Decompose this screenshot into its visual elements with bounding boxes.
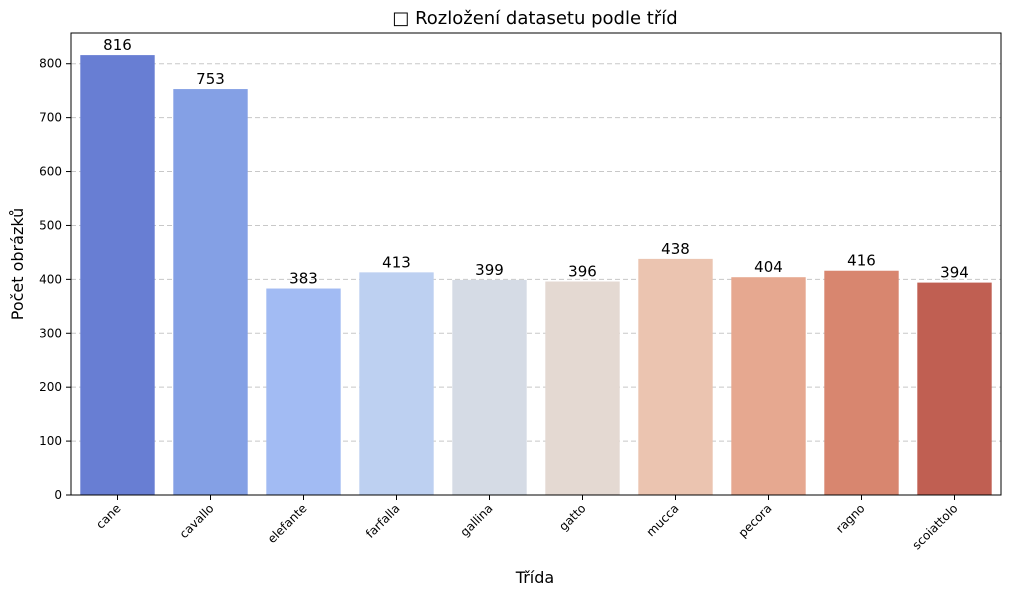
bar-pecora (731, 277, 806, 495)
data-label-cane: 816 (103, 36, 132, 54)
bar-ragno (824, 270, 899, 495)
y-tick-label-500: 500 (39, 218, 62, 232)
x-tick-label-scoiattolo: scoiattolo (909, 501, 960, 552)
data-label-elefante: 383 (289, 270, 318, 288)
bar-cavallo (173, 89, 248, 496)
x-tick-label-cane: cane (93, 501, 123, 531)
data-label-scoiattolo: 394 (940, 264, 969, 282)
data-label-gatto: 396 (568, 263, 597, 281)
x-tick-label-cavallo: cavallo (177, 501, 217, 541)
data-label-cavallo: 753 (196, 70, 225, 88)
plot-frame (70, 32, 1002, 496)
y-tick-label-200: 200 (39, 380, 62, 394)
x-axis-label: Třída (515, 568, 554, 587)
y-tick-label-700: 700 (39, 111, 62, 125)
y-tick-label-800: 800 (39, 57, 62, 71)
y-tick-label-0: 0 (54, 488, 62, 502)
bar-farfalla (359, 272, 434, 495)
bar-mucca (638, 258, 713, 495)
x-tick-label-farfalla: farfalla (363, 501, 403, 541)
y-tick-label-300: 300 (39, 326, 62, 340)
x-tick-label-gatto: gatto (556, 501, 588, 533)
bars-group (80, 55, 992, 496)
y-tick-label-100: 100 (39, 434, 62, 448)
data-label-mucca: 438 (661, 240, 690, 258)
x-tick-label-gallina: gallina (457, 501, 495, 539)
y-tick-label-400: 400 (39, 272, 62, 286)
bar-gallina (452, 279, 527, 495)
x-tick-label-ragno: ragno (833, 501, 868, 536)
bar-gatto (545, 281, 620, 495)
bar-elefante (266, 288, 341, 495)
chart-title: □ Rozložení datasetu podle tříd (392, 8, 677, 29)
data-label-farfalla: 413 (382, 253, 411, 271)
x-tick-label-pecora: pecora (736, 501, 775, 540)
data-label-gallina: 399 (475, 261, 504, 279)
data-label-ragno: 416 (847, 252, 876, 270)
y-axis-ticks: 0 100 200 300 400 500 600 700 800 (39, 57, 71, 502)
x-tick-label-mucca: mucca (644, 501, 682, 539)
bar-scoiattolo (917, 282, 992, 495)
data-label-pecora: 404 (754, 258, 783, 276)
y-axis-label: Počet obrázků (8, 208, 27, 321)
bar-cane (80, 55, 155, 495)
x-tick-label-elefante: elefante (265, 501, 310, 546)
data-labels: 816 753 383 413 399 396 438 404 416 394 (103, 36, 969, 287)
x-axis-ticks: cane cavallo elefante farfalla gallina gatto m… (93, 495, 961, 552)
y-tick-label-600: 600 (39, 165, 62, 179)
